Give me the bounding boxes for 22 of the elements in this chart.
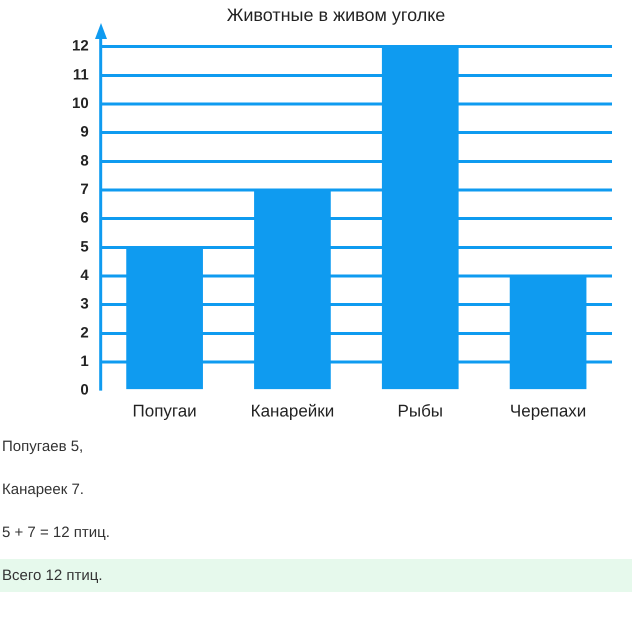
- y-tick-label: 2: [80, 324, 89, 342]
- y-tick-label: 6: [80, 210, 89, 227]
- y-tick-label: 12: [72, 38, 89, 55]
- y-tick-label: 10: [72, 95, 89, 112]
- y-tick-label: 3: [80, 296, 89, 313]
- y-tick-label: 11: [72, 66, 89, 84]
- text: Канареек 7.: [1, 480, 85, 500]
- y-tick-label: 4: [80, 267, 90, 284]
- text: 5 + 7 = 12 птиц.: [1, 523, 111, 543]
- x-tick-label: Попугаи: [132, 401, 197, 420]
- x-tick-label: Черепахи: [510, 401, 586, 420]
- x-tick-label: Канарейки: [250, 401, 334, 420]
- y-tick-label: 1: [80, 353, 89, 370]
- chart-title: Животные в живом уголке: [226, 4, 446, 25]
- text: Всего 12 птиц.: [0, 559, 632, 592]
- y-tick-label: 0: [80, 382, 89, 399]
- x-tick-label: Рыбы: [398, 401, 444, 420]
- y-tick-label: 5: [80, 238, 89, 256]
- y-tick-label: 8: [80, 152, 89, 170]
- text: Попугаев 5,: [1, 437, 84, 457]
- y-tick-label: 9: [80, 124, 89, 141]
- y-tick-label: 7: [80, 181, 89, 198]
